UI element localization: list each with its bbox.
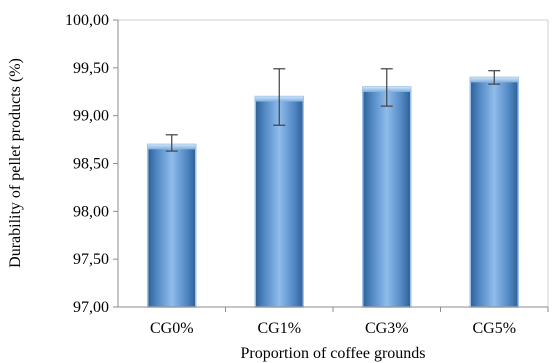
- x-tick-label: CG3%: [365, 320, 409, 337]
- y-axis-ticks: 97,00 97,50 98,00 98,50 99,00 99,50 100,00: [65, 12, 118, 316]
- x-tick-label: CG0%: [150, 320, 194, 337]
- y-tick-label: 100,00: [65, 12, 109, 29]
- y-tick-label: 99,00: [73, 108, 109, 125]
- y-tick-label: 97,00: [73, 299, 109, 316]
- y-tick-label: 99,50: [73, 60, 109, 77]
- x-tick-label: CG5%: [472, 320, 516, 337]
- y-tick-label: 98,00: [73, 203, 109, 220]
- bar: [469, 76, 519, 308]
- error-bars-group: [165, 68, 501, 152]
- bars-group: [147, 76, 519, 308]
- x-axis-title: Proportion of coffee grounds: [241, 345, 426, 362]
- bar: [147, 143, 197, 308]
- bar: [362, 86, 412, 308]
- x-tick-label: CG1%: [257, 320, 301, 337]
- bar: [254, 95, 304, 308]
- x-axis-ticks: CG0% CG1% CG3% CG5%: [150, 307, 549, 337]
- y-tick-label: 98,50: [73, 156, 109, 173]
- y-tick-label: 97,50: [73, 251, 109, 268]
- y-axis-title: Durability of pellet products (%): [7, 58, 24, 268]
